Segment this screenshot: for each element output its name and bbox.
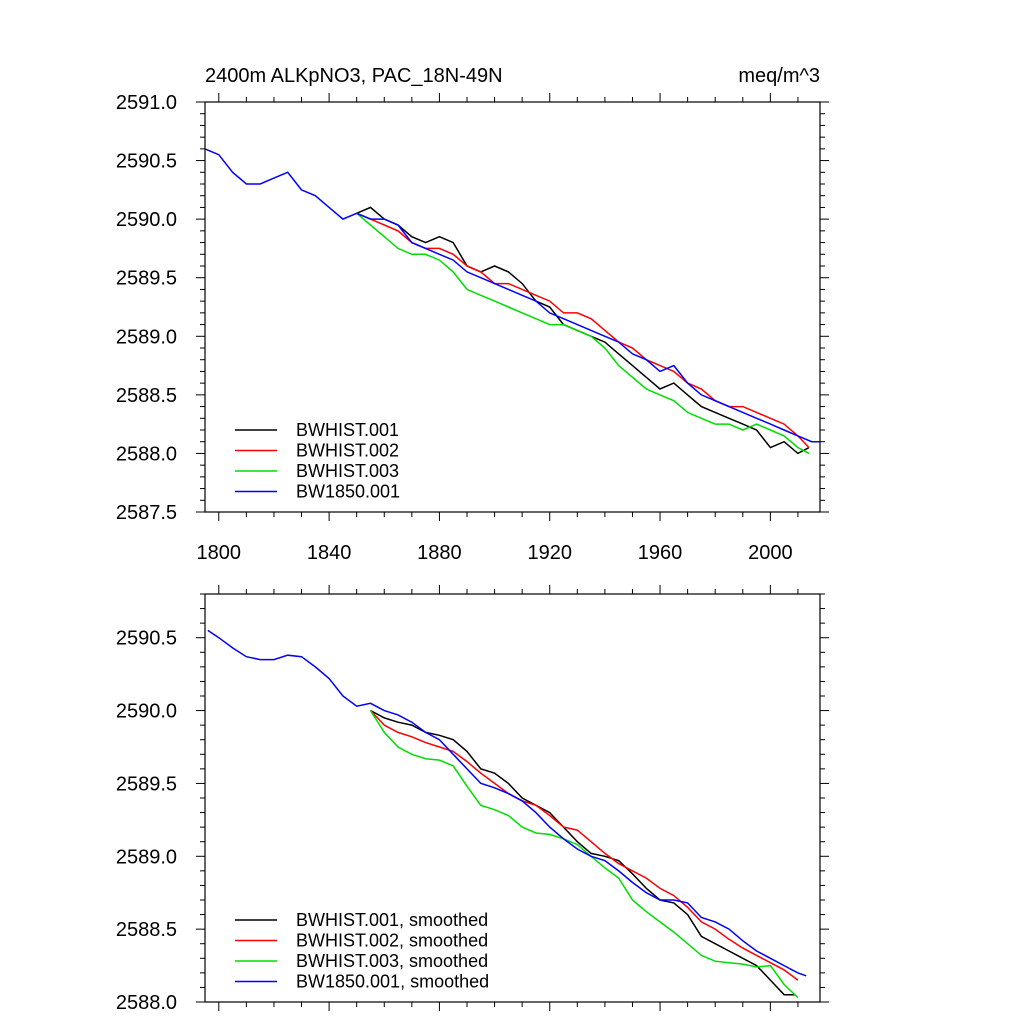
- y-tick-label: 2589.0: [116, 846, 177, 868]
- x-tick-label: 1880: [417, 542, 462, 564]
- x-tick-label: 2000: [748, 542, 793, 564]
- y-tick-label: 2588.0: [116, 443, 177, 465]
- y-tick-label: 2589.5: [116, 773, 177, 795]
- y-tick-label: 2590.5: [116, 628, 177, 650]
- y-tick-label: 2590.0: [116, 701, 177, 723]
- y-tick-label: 2590.5: [116, 151, 177, 173]
- series-line-3: [369, 710, 799, 999]
- series-line-2: [356, 212, 810, 449]
- legend-label: BWHIST.002, smoothed: [296, 931, 488, 951]
- y-tick-label: 2590.0: [116, 209, 177, 231]
- y-tick-label: 2588.5: [116, 385, 177, 407]
- x-tick-label: 1960: [638, 542, 683, 564]
- bottom-panel: 2588.0 2588.5 2589.0 2589.5 2590.0 2590.5 BWHI…: [116, 585, 829, 1014]
- y-tick-label: 2589.5: [116, 268, 177, 290]
- legend-label: BWHIST.003, smoothed: [296, 951, 488, 971]
- legend-label: BW1850.001: [296, 482, 400, 502]
- x-tick-label: 1840: [307, 542, 352, 564]
- y-tick-label: 2591.0: [116, 92, 177, 114]
- plot-frame: [204, 101, 821, 513]
- series-line-1: [370, 709, 796, 996]
- x-tick-label: 1800: [197, 542, 242, 564]
- x-tick-label: 1920: [527, 542, 572, 564]
- legend-label: BW1850.001, smoothed: [296, 972, 489, 992]
- top-panel: 2400m ALKpNO3, PAC_18N-49N meq/m^3 2587.5 2…: [116, 65, 829, 564]
- chart-title: 2400m ALKpNO3, PAC_18N-49N: [205, 65, 503, 87]
- y-tick-label: 2589.0: [116, 326, 177, 348]
- legend-label: BWHIST.001: [296, 420, 399, 440]
- y-tick-label: 2587.5: [116, 502, 177, 524]
- legend-label: BWHIST.003: [296, 461, 399, 481]
- y-tick-label: 2588.0: [116, 992, 177, 1014]
- y-tick-label: 2588.5: [116, 919, 177, 941]
- legend-label: BWHIST.001, smoothed: [296, 910, 488, 930]
- series-line-4: [204, 148, 820, 443]
- units-label: meq/m^3: [738, 65, 820, 87]
- series-line-2: [369, 710, 799, 981]
- series-line-4: [207, 629, 807, 977]
- legend-label: BWHIST.002: [296, 441, 399, 461]
- series-line-1: [356, 206, 810, 455]
- series-line-3: [356, 212, 810, 455]
